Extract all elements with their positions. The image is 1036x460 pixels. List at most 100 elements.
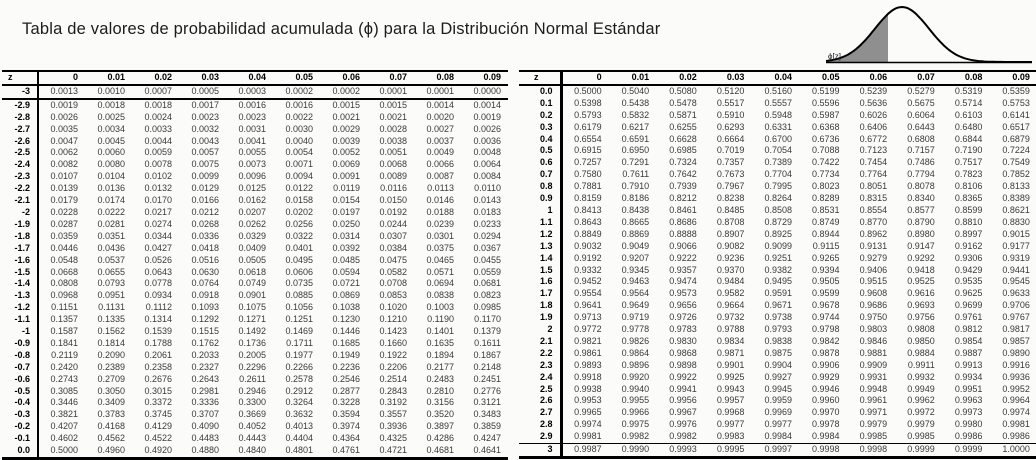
value-cell: 0.1170 xyxy=(474,314,501,325)
value-cell: 0.9941 xyxy=(669,383,697,394)
value-cell: 0.7389 xyxy=(764,157,792,168)
table-row: -1 0.1587 0.1562 0.1539 0.1515 0.1492 0.1469 0.… xyxy=(2,326,508,338)
column-header: 0.05 xyxy=(295,72,313,82)
column-header: 0 xyxy=(596,72,602,82)
value-cell: 0.1292 xyxy=(191,314,219,325)
value-cell: 0.2578 xyxy=(285,373,313,384)
value-cell: 0.0122 xyxy=(285,183,313,194)
normal-curve-figure: ϕ[z] xyxy=(826,5,1032,64)
value-cell: 0.5000 xyxy=(574,85,602,96)
value-cell: 0.8212 xyxy=(669,193,697,204)
table-row: -2 0.0228 0.0222 0.0217 0.0212 0.0207 0.0202 0.… xyxy=(2,206,508,219)
value-cell: 0.7995 xyxy=(764,181,792,192)
value-cell: 0.9756 xyxy=(907,312,935,323)
value-cell: 0.7019 xyxy=(716,145,745,156)
value-cell: 0.0571 xyxy=(426,266,454,277)
value-cell: 0.9830 xyxy=(669,335,697,346)
value-cell: 0.5199 xyxy=(812,85,840,96)
value-cell: 0.9932 xyxy=(907,371,935,382)
value-cell: 0.5596 xyxy=(812,97,840,108)
value-cell: 0.1469 xyxy=(285,326,313,337)
page-title: Tabla de valores de probabilidad acumula… xyxy=(22,20,661,38)
value-cell: 0.9719 xyxy=(621,312,650,323)
value-cell: 0.0708 xyxy=(379,278,407,289)
value-cell: 0.0015 xyxy=(379,99,407,110)
value-cell: 0.9131 xyxy=(859,240,888,251)
value-cell: 0.0082 xyxy=(50,159,78,170)
value-cell: 0.0051 xyxy=(379,147,407,158)
z-cell: -1.6 xyxy=(2,254,39,267)
z-cell: -1.4 xyxy=(2,278,39,291)
value-cell: 0.9963 xyxy=(954,395,983,406)
value-cell: 0.9808 xyxy=(907,324,935,335)
value-cell: 0.3707 xyxy=(191,409,219,420)
value-cell: 0.9857 xyxy=(1002,335,1030,346)
column-header: 0 xyxy=(72,72,78,82)
z-cell: -2.6 xyxy=(2,135,39,148)
table-row: 2.3 0.9893 0.9896 0.9898 0.9901 0.9904 0.9906 0… xyxy=(519,359,1036,372)
value-cell: 0.0250 xyxy=(332,218,360,229)
value-cell: 0.0044 xyxy=(144,135,172,146)
z-cell: -1 xyxy=(2,326,39,338)
value-cell: 0.9969 xyxy=(764,407,792,418)
table-row: -2.5 0.0062 0.0060 0.0059 0.0057 0.0055 0.0054… xyxy=(2,147,508,160)
value-cell: 0.0014 xyxy=(426,99,454,110)
z-cell: -2.7 xyxy=(2,123,39,136)
value-cell: 0.9591 xyxy=(764,288,792,299)
value-cell: 0.0505 xyxy=(238,254,266,265)
value-cell: 0.8461 xyxy=(669,204,697,215)
value-cell: 0.5120 xyxy=(716,85,745,96)
table-row: 0.6 0.7257 0.7291 0.7324 0.7357 0.7389 0.7422 0… xyxy=(519,157,1036,170)
value-cell: 0.7157 xyxy=(907,145,935,156)
value-cell: 0.0066 xyxy=(426,159,454,170)
value-cell: 0.1711 xyxy=(286,337,313,348)
value-cell: 0.0367 xyxy=(473,242,501,253)
z-cell: -2.9 xyxy=(2,98,39,112)
value-cell: 0.9998 xyxy=(859,444,888,455)
value-cell: 0.9871 xyxy=(716,347,745,358)
value-cell: 0.9505 xyxy=(812,276,840,287)
value-cell: 0.9890 xyxy=(1002,347,1030,358)
value-cell: 0.5319 xyxy=(954,85,983,96)
value-cell: 0.9943 xyxy=(716,383,745,394)
value-cell: 0.0059 xyxy=(144,147,172,158)
value-cell: 0.9788 xyxy=(716,324,745,335)
value-cell: 0.0475 xyxy=(379,254,407,265)
table-row: 0.4 0.6554 0.6591 0.6628 0.6664 0.6700 0.6736 0… xyxy=(519,133,1036,146)
value-cell: 0.0694 xyxy=(426,278,454,289)
value-cell: 0.2514 xyxy=(379,373,407,384)
value-cell: 0.9279 xyxy=(859,252,888,263)
value-cell: 0.7673 xyxy=(716,169,745,180)
value-cell: 0.9970 xyxy=(812,407,840,418)
value-cell: 0.0934 xyxy=(144,290,172,301)
value-cell: 0.8997 xyxy=(954,228,983,239)
value-cell: 0.5793 xyxy=(574,109,602,120)
value-cell: 0.8729 xyxy=(764,216,792,227)
value-cell: 0.9147 xyxy=(907,240,935,251)
value-cell: 0.9984 xyxy=(812,431,840,442)
value-cell: 0.9535 xyxy=(954,276,983,287)
value-cell: 0.4443 xyxy=(238,433,266,444)
z-cell: 2.4 xyxy=(519,371,563,384)
column-header: 0.03 xyxy=(726,72,745,82)
z-cell: -1.8 xyxy=(2,230,39,243)
table-row: -0.4 0.3446 0.3409 0.3372 0.3336 0.3300 0.3264… xyxy=(2,397,508,410)
value-cell: 0.6808 xyxy=(907,133,935,144)
z-cell: 2.9 xyxy=(519,431,563,444)
z-cell: -0.3 xyxy=(2,409,39,422)
value-cell: 0.5080 xyxy=(669,85,697,96)
column-header: 0.07 xyxy=(917,72,935,82)
value-cell: 0.9463 xyxy=(621,276,650,287)
value-cell: 0.9966 xyxy=(621,407,650,418)
value-cell: 0.9938 xyxy=(574,383,602,394)
table-row: 2.1 0.9821 0.9826 0.9830 0.9834 0.9838 0.9842 0… xyxy=(519,335,1036,348)
value-cell: 0.9931 xyxy=(859,371,888,382)
value-cell: 0.7549 xyxy=(1002,157,1030,168)
value-cell: 0.8485 xyxy=(716,204,745,215)
value-cell: 0.0823 xyxy=(473,290,501,301)
value-cell: 0.0158 xyxy=(285,195,313,206)
value-cell: 0.9964 xyxy=(1002,395,1030,406)
value-cell: 0.9406 xyxy=(859,264,888,275)
value-cell: 0.9893 xyxy=(574,359,602,370)
value-cell: 0.9495 xyxy=(764,276,792,287)
